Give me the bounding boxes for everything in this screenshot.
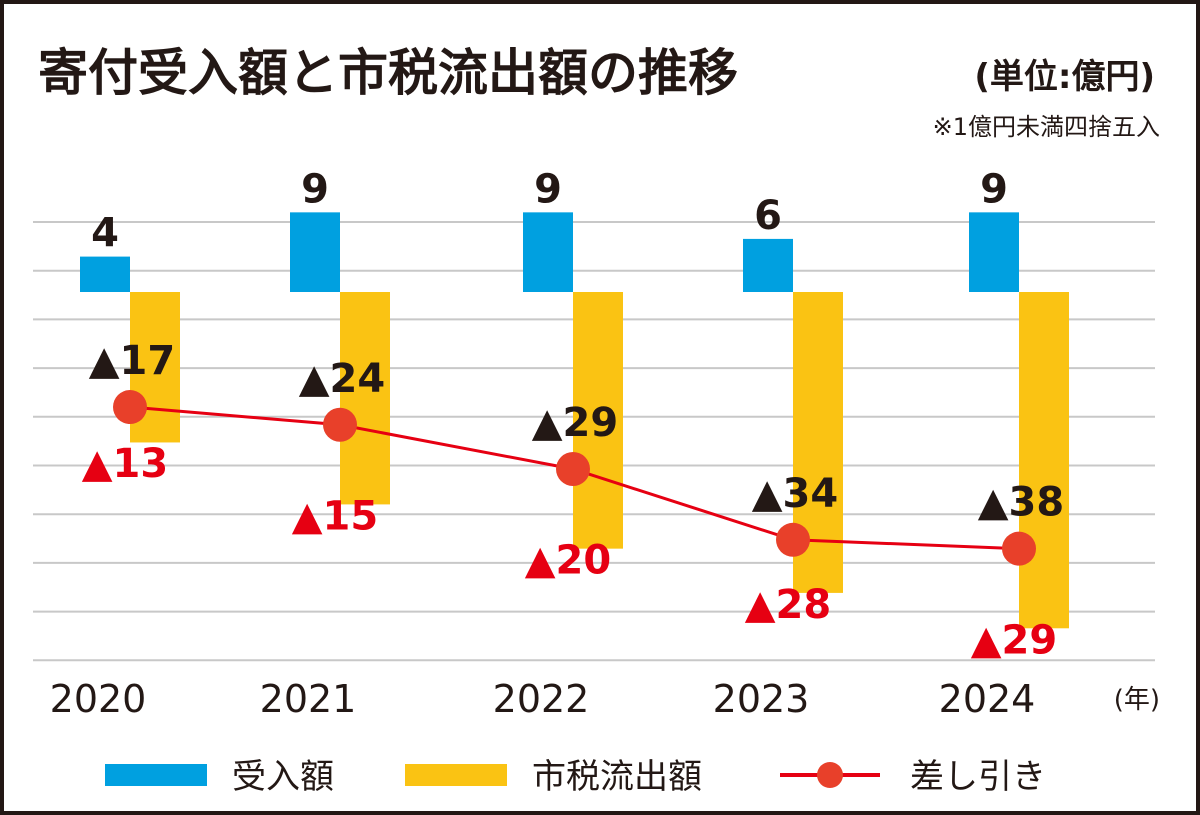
label-difference-2020: ▲13 <box>82 441 168 487</box>
label-difference-2023: ▲28 <box>745 582 831 628</box>
difference-line <box>113 390 1036 566</box>
label-income-2022: 9 <box>534 166 562 212</box>
bar-outflow-2022 <box>573 292 623 549</box>
label-outflow-2023: ▲34 <box>752 471 838 517</box>
legend-swatch-income <box>105 764 207 786</box>
label-difference-2022: ▲20 <box>525 538 611 584</box>
bar-outflow-2021 <box>340 292 390 505</box>
point-difference-2020 <box>113 390 147 425</box>
bars <box>80 212 1069 629</box>
bar-income-2022 <box>523 212 573 292</box>
point-difference-2024 <box>1002 531 1036 566</box>
point-difference-2021 <box>323 407 357 442</box>
x-tick-label: 2020 <box>50 677 147 721</box>
point-difference-2022 <box>556 452 590 486</box>
x-tick-label: 2021 <box>260 677 357 721</box>
legend: 受入額 市税流出額 差し引き <box>105 757 1046 797</box>
x-tick-label: 2022 <box>493 677 590 721</box>
label-outflow-2022: ▲29 <box>532 400 618 446</box>
bar-outflow-2024 <box>1019 292 1069 629</box>
legend-swatch-outflow <box>405 764 507 786</box>
legend-marker-difference <box>817 762 843 788</box>
x-tick-label: 2024 <box>939 677 1036 721</box>
bar-income-2024 <box>969 212 1019 292</box>
legend-label-outflow: 市税流出額 <box>532 757 702 797</box>
data-labels: 4 9 9 6 9 ▲17 ▲13 ▲24 ▲15 ▲29 ▲20 ▲34 ▲28 ▲38 ▲29 <box>82 166 1064 663</box>
label-income-2024: 9 <box>980 166 1008 212</box>
bar-income-2021 <box>290 212 340 292</box>
label-outflow-2021: ▲24 <box>299 356 385 402</box>
chart-title: 寄付受入額と市税流出額の推移 <box>38 44 738 102</box>
label-income-2023: 6 <box>754 193 782 239</box>
label-outflow-2024: ▲38 <box>978 480 1064 526</box>
legend-label-difference: 差し引き <box>910 757 1046 797</box>
point-difference-2023 <box>776 522 810 557</box>
x-tick-label: 2023 <box>713 677 810 721</box>
x-axis: 2020 2021 2022 2023 2024 <box>50 677 1036 721</box>
footnote: ※1億円未満四捨五入 <box>933 113 1160 141</box>
label-difference-2021: ▲15 <box>292 493 378 539</box>
label-income-2021: 9 <box>301 166 329 212</box>
legend-label-income: 受入額 <box>232 757 334 797</box>
unit-note: (単位:億円) <box>974 57 1155 97</box>
x-axis-unit: (年) <box>1114 685 1160 715</box>
bar-income-2020 <box>80 256 130 292</box>
label-difference-2024: ▲29 <box>971 617 1057 663</box>
bar-income-2023 <box>743 238 793 292</box>
label-income-2020: 4 <box>91 211 119 257</box>
gridlines <box>33 221 1155 662</box>
label-outflow-2020: ▲17 <box>89 338 175 384</box>
